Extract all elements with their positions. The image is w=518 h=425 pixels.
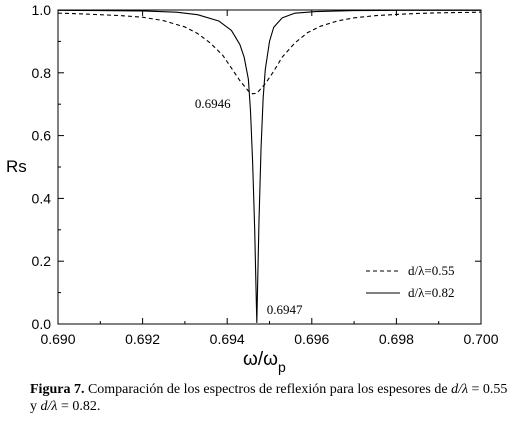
- reflection-chart: 0.690 0.692 0.694 0.696 0.698 0.700 0.0 0.2 0.4 0…: [6, 2, 499, 375]
- x-axis-title-main: ω/ω: [243, 349, 278, 370]
- caption-math-2: d/λ: [40, 399, 58, 414]
- y-tick-label: 0.6: [32, 128, 52, 144]
- y-axis-title: Rs: [6, 157, 27, 176]
- y-tick-label: 0.8: [32, 65, 52, 81]
- legend-label: d/λ=0.55: [408, 263, 455, 278]
- caption-math-1: d/λ: [451, 382, 469, 397]
- series-line-dashed: [57, 11, 482, 95]
- x-tick-label: 0.694: [210, 331, 245, 347]
- x-tick-label: 0.700: [463, 331, 498, 347]
- legend-label: d/λ=0.82: [408, 285, 455, 300]
- y-tick-label: 0.4: [32, 190, 52, 206]
- x-axis-title-subscript: p: [278, 359, 286, 375]
- annotations: 0.6946 0.6947: [195, 96, 303, 317]
- figure-caption: Figura 7. Comparación de los espectros d…: [30, 381, 508, 415]
- y-tick-label: 1.0: [32, 2, 52, 18]
- annotation-min-dashed: 0.6946: [195, 96, 231, 111]
- x-tick-label: 0.696: [294, 331, 329, 347]
- caption-text-3: = 0.82.: [57, 399, 101, 414]
- y-tick-label: 0.2: [32, 253, 52, 269]
- annotation-min-solid: 0.6947: [267, 302, 303, 317]
- series-layer: [57, 9, 482, 323]
- caption-text-2: = 0.55 y: [30, 382, 508, 414]
- y-tick-label: 0.0: [32, 316, 52, 332]
- series-line-solid: [57, 9, 481, 323]
- x-tick-label: 0.698: [379, 331, 414, 347]
- axes: 0.690 0.692 0.694 0.696 0.698 0.700 0.0 0.2 0.4 0…: [32, 2, 499, 347]
- x-axis-title: ω/ωp: [243, 349, 286, 375]
- legend: d/λ=0.55 d/λ=0.82: [366, 263, 455, 300]
- figure-label: Figura 7.: [30, 382, 85, 397]
- caption-text-1: Comparación de los espectros de reflexió…: [84, 382, 452, 397]
- x-tick-label: 0.692: [125, 331, 160, 347]
- x-tick-label: 0.690: [40, 331, 75, 347]
